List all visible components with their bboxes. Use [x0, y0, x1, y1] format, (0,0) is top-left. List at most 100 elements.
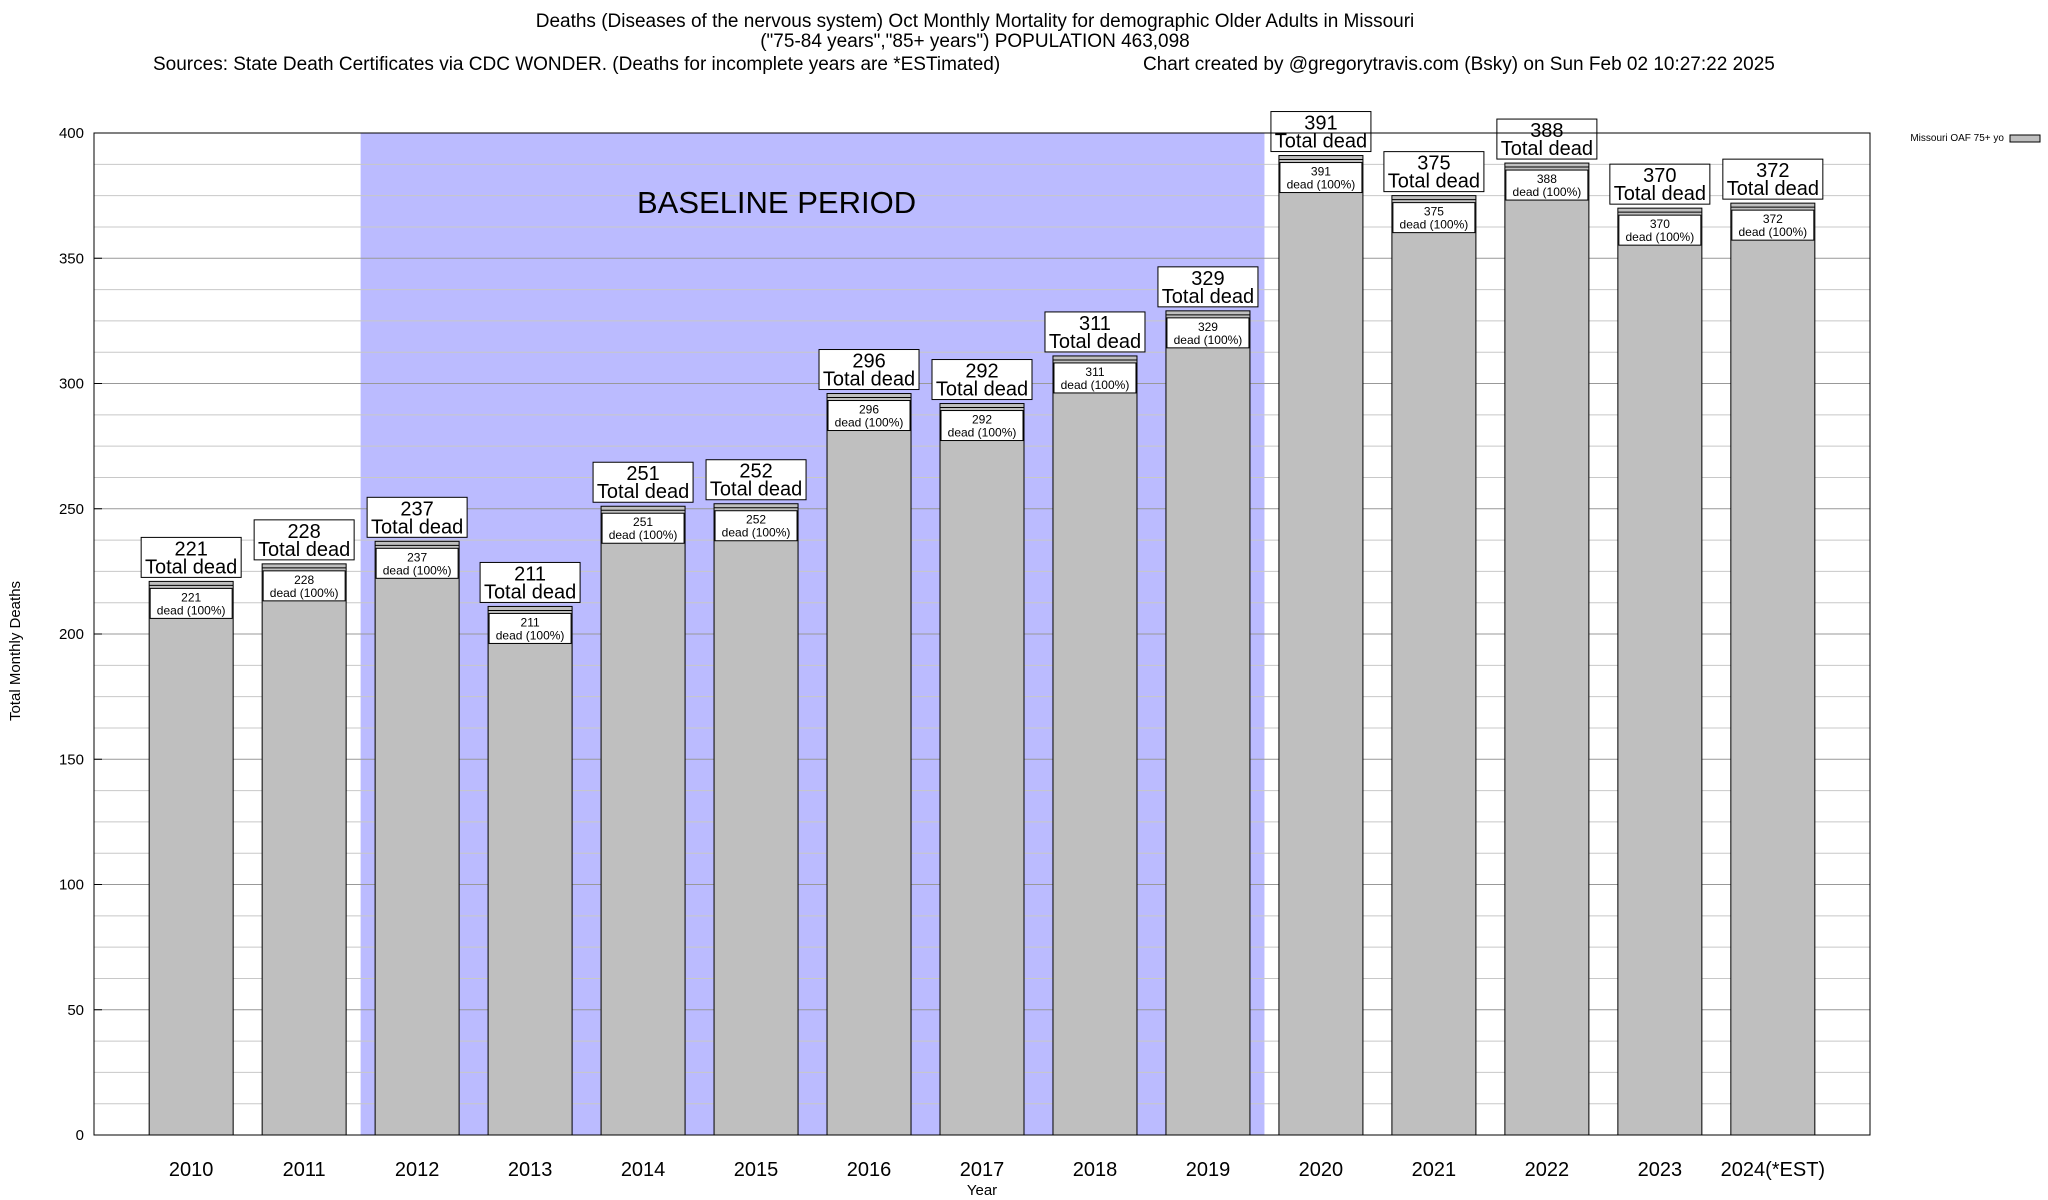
plot-frame	[93, 132, 1871, 1136]
top-value-label: 237	[400, 498, 433, 520]
inner-label-box	[1618, 214, 1702, 246]
top-total-dead-label: Total dead	[1501, 138, 1593, 160]
inner-value-label: 370	[1650, 217, 1670, 231]
inner-percent-label: dead (100%)	[609, 528, 678, 542]
inner-value-label: 221	[181, 590, 201, 604]
bar	[1730, 202, 1816, 1136]
top-value-label: 375	[1417, 153, 1450, 175]
top-label-box	[1722, 158, 1824, 200]
x-tick-label: 2013	[508, 1159, 553, 1181]
top-value-label: 292	[965, 361, 998, 383]
inner-value-label: 388	[1537, 172, 1557, 186]
inner-value-label: 372	[1763, 212, 1783, 226]
top-value-label: 329	[1191, 268, 1224, 290]
bar	[939, 403, 1025, 1136]
x-tick-label: 2015	[734, 1159, 779, 1181]
top-total-dead-label: Total dead	[258, 539, 350, 561]
baseline-period-label: BASELINE PERIOD	[637, 185, 916, 220]
bar	[1278, 155, 1364, 1136]
x-tick-label: 2017	[960, 1159, 1005, 1181]
inner-label-box	[149, 587, 233, 619]
x-tick-label: 2018	[1073, 1159, 1118, 1181]
bar	[487, 605, 573, 1136]
inner-label-box	[488, 612, 572, 644]
top-total-dead-label: Total dead	[371, 516, 463, 538]
top-label-box	[931, 359, 1033, 401]
top-value-label: 296	[852, 351, 885, 373]
top-value-label: 391	[1304, 113, 1337, 135]
top-total-dead-label: Total dead	[936, 379, 1028, 401]
x-tick-label: 2011	[283, 1159, 326, 1181]
x-tick-label: 2010	[169, 1159, 214, 1181]
inner-percent-label: dead (100%)	[1400, 218, 1469, 232]
inner-value-label: 251	[633, 515, 653, 529]
bar	[600, 505, 686, 1136]
chart-sources: Sources: State Death Certificates via CD…	[153, 54, 1001, 75]
x-tick-label: 2021	[1412, 1159, 1457, 1181]
legend-swatch	[2009, 134, 2041, 143]
inner-percent-label: dead (100%)	[1174, 333, 1243, 347]
x-axis-title: Year	[967, 1182, 997, 1199]
bar	[1617, 207, 1703, 1136]
inner-value-label: 391	[1311, 165, 1331, 179]
top-value-label: 311	[1079, 313, 1111, 335]
top-label-box	[1609, 163, 1711, 205]
top-total-dead-label: Total dead	[1614, 183, 1706, 205]
x-tick-label: 2022	[1525, 1159, 1570, 1181]
chart-title: Deaths (Diseases of the nervous system) …	[535, 11, 1415, 32]
top-label-box	[705, 459, 807, 501]
y-tick-label: 100	[59, 877, 84, 894]
inner-label-box	[1279, 162, 1363, 194]
inner-label-box	[1053, 362, 1137, 394]
inner-value-label: 311	[1085, 365, 1104, 379]
top-label-box	[479, 561, 581, 603]
x-tick-label: 2014	[621, 1159, 666, 1181]
y-tick-label: 250	[59, 501, 84, 518]
inner-value-label: 228	[294, 573, 314, 587]
top-value-label: 388	[1530, 120, 1563, 142]
inner-label-box	[1392, 202, 1476, 234]
top-label-box	[1383, 151, 1485, 193]
inner-value-label: 296	[859, 403, 879, 417]
inner-label-box	[714, 510, 798, 542]
inner-value-label: 211	[521, 615, 540, 629]
top-total-dead-label: Total dead	[1388, 171, 1480, 193]
top-value-label: 221	[174, 538, 207, 560]
top-value-label: 228	[287, 521, 320, 543]
bar	[1391, 195, 1477, 1136]
inner-percent-label: dead (100%)	[1738, 225, 1807, 239]
y-tick-label: 0	[76, 1127, 84, 1144]
top-label-box	[253, 519, 355, 561]
x-tick-label: 2019	[1186, 1159, 1231, 1181]
bar	[1052, 355, 1138, 1136]
chart-title-block: Deaths (Diseases of the nervous system) …	[0, 12, 1950, 52]
x-tick-label: 2012	[395, 1159, 440, 1181]
top-label-box	[818, 349, 920, 391]
inner-label-box	[375, 547, 459, 579]
x-tick-label: 2024(*EST)	[1721, 1159, 1826, 1181]
top-total-dead-label: Total dead	[1049, 331, 1141, 353]
top-total-dead-label: Total dead	[1162, 286, 1254, 308]
inner-label-box	[827, 400, 911, 432]
inner-label-box	[1505, 169, 1589, 201]
inner-value-label: 329	[1198, 320, 1218, 334]
inner-percent-label: dead (100%)	[948, 426, 1017, 440]
x-tick-label: 2023	[1638, 1159, 1683, 1181]
inner-label-box	[262, 570, 346, 602]
x-tick-label: 2020	[1299, 1159, 1344, 1181]
top-value-label: 211	[514, 563, 546, 585]
bar	[374, 540, 460, 1136]
y-axis-title: Total Monthly Deaths	[7, 581, 24, 721]
top-total-dead-label: Total dead	[1727, 178, 1819, 200]
top-label-box	[1496, 118, 1598, 160]
bar	[826, 393, 912, 1136]
top-value-label: 251	[626, 463, 659, 485]
top-value-label: 372	[1756, 160, 1789, 182]
inner-label-box	[601, 512, 685, 544]
top-value-label: 252	[739, 461, 772, 483]
inner-percent-label: dead (100%)	[157, 603, 226, 617]
chart-credit: Chart created by @gregorytravis.com (Bsk…	[1143, 54, 1775, 75]
inner-percent-label: dead (100%)	[722, 526, 791, 540]
inner-value-label: 252	[746, 513, 766, 527]
